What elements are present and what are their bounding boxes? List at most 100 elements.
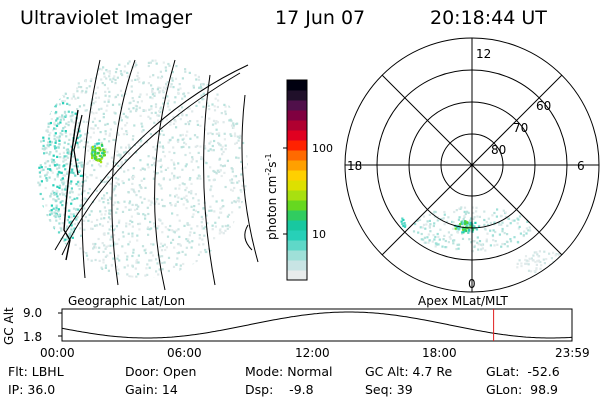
- image-pixel: [184, 143, 188, 146]
- image-pixel: [53, 123, 56, 126]
- image-pixel: [54, 123, 57, 126]
- image-pixel: [144, 274, 147, 277]
- image-pixel: [150, 164, 154, 167]
- image-pixel: [475, 228, 479, 231]
- image-pixel: [223, 132, 226, 135]
- image-pixel: [90, 227, 93, 230]
- image-pixel: [94, 96, 98, 99]
- image-pixel: [121, 210, 125, 213]
- image-pixel: [58, 103, 62, 106]
- image-pixel: [155, 62, 158, 65]
- image-pixel: [471, 228, 475, 231]
- image-pixel: [114, 194, 117, 197]
- image-pixel: [66, 156, 70, 159]
- image-pixel: [533, 251, 536, 254]
- image-pixel: [198, 175, 201, 178]
- image-pixel: [238, 146, 241, 150]
- image-pixel: [154, 164, 157, 167]
- image-pixel: [190, 246, 193, 249]
- image-pixel: [199, 145, 202, 148]
- colorbar-cell: [287, 100, 307, 111]
- image-pixel: [119, 153, 122, 156]
- image-pixel: [95, 111, 98, 114]
- image-pixel: [461, 231, 464, 234]
- image-pixel: [82, 199, 85, 202]
- image-pixel: [92, 112, 95, 115]
- image-pixel: [172, 177, 175, 180]
- image-pixel: [80, 184, 83, 188]
- image-pixel: [192, 208, 195, 211]
- image-pixel: [193, 231, 196, 234]
- image-pixel: [189, 177, 192, 180]
- image-pixel: [50, 169, 53, 172]
- image-pixel: [489, 229, 492, 232]
- image-pixel: [104, 133, 107, 136]
- image-pixel: [154, 111, 157, 114]
- image-pixel: [63, 159, 67, 162]
- image-pixel: [215, 128, 218, 131]
- image-pixel: [506, 245, 509, 248]
- image-pixel: [200, 215, 203, 218]
- image-pixel: [125, 225, 128, 228]
- image-pixel: [65, 227, 68, 230]
- image-pixel: [474, 221, 477, 224]
- image-pixel: [68, 233, 71, 236]
- image-pixel: [170, 159, 173, 162]
- image-pixel: [165, 118, 168, 121]
- image-pixel: [40, 180, 43, 183]
- filter-value: Flt: LBHL: [8, 364, 64, 379]
- image-pixel: [224, 185, 227, 189]
- image-pixel: [167, 99, 170, 102]
- colorbar-cell: [287, 140, 307, 151]
- image-pixel: [511, 219, 514, 222]
- image-pixel: [66, 238, 69, 241]
- image-pixel: [192, 197, 195, 200]
- image-pixel: [107, 232, 110, 235]
- image-pixel: [131, 264, 134, 267]
- image-pixel: [62, 182, 65, 185]
- image-pixel: [91, 151, 94, 154]
- image-pixel: [184, 153, 187, 157]
- image-pixel: [134, 267, 137, 270]
- image-pixel: [221, 206, 224, 209]
- image-pixel: [550, 257, 553, 260]
- image-pixel: [137, 222, 140, 226]
- image-pixel: [456, 226, 459, 229]
- image-pixel: [480, 248, 483, 251]
- image-pixel: [457, 218, 460, 221]
- image-pixel: [230, 167, 233, 170]
- image-pixel: [433, 222, 436, 225]
- image-pixel: [492, 229, 495, 232]
- image-pixel: [87, 145, 90, 148]
- image-pixel: [554, 254, 557, 257]
- image-pixel: [109, 251, 112, 255]
- image-pixel: [191, 110, 194, 113]
- image-pixel: [173, 174, 176, 177]
- colorbar-cell: [287, 210, 307, 221]
- image-pixel: [525, 259, 528, 262]
- image-pixel: [460, 221, 463, 224]
- colorbar-cell: [287, 150, 307, 161]
- image-pixel: [106, 162, 109, 165]
- image-pixel: [146, 273, 149, 276]
- image-pixel: [527, 269, 531, 272]
- image-pixel: [176, 257, 179, 260]
- image-pixel: [53, 127, 56, 130]
- image-pixel: [45, 173, 48, 176]
- image-pixel: [450, 233, 453, 237]
- image-pixel: [64, 238, 67, 241]
- image-pixel: [55, 119, 58, 122]
- image-pixel: [70, 120, 73, 123]
- image-pixel: [131, 138, 134, 141]
- image-pixel: [476, 236, 479, 239]
- image-pixel: [104, 264, 108, 267]
- image-pixel: [89, 136, 92, 139]
- image-pixel: [535, 263, 538, 266]
- image-pixel: [466, 210, 469, 213]
- image-pixel: [221, 153, 224, 156]
- image-pixel: [101, 82, 104, 85]
- image-pixel: [83, 207, 86, 210]
- image-pixel: [196, 120, 199, 123]
- image-pixel: [136, 101, 139, 104]
- image-pixel: [70, 190, 73, 193]
